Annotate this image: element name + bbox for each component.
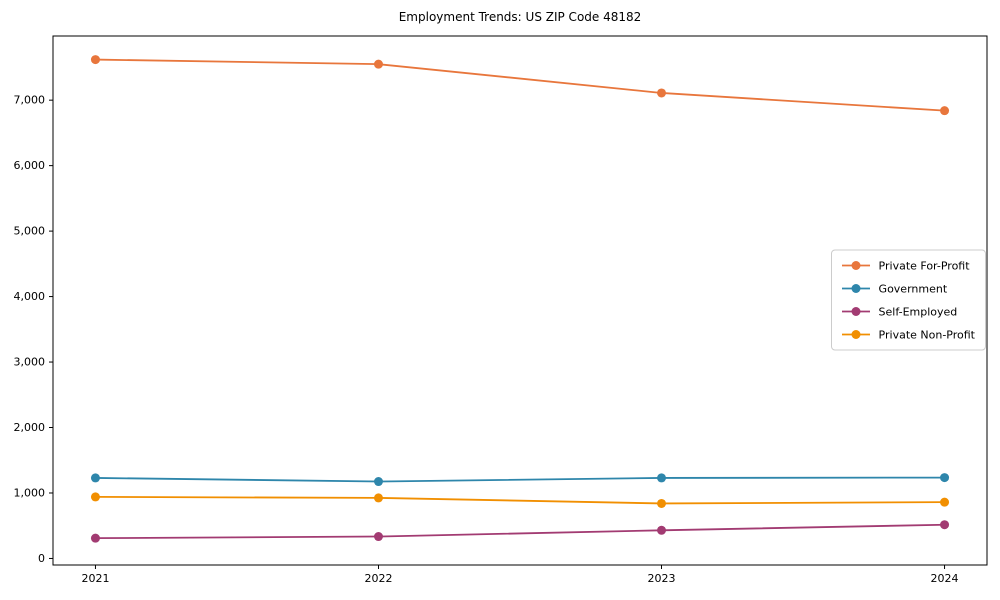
- x-axis-tick-label: 2022: [364, 572, 392, 585]
- data-point-marker: [940, 473, 950, 483]
- data-point-marker: [940, 497, 950, 507]
- legend-item: Government: [841, 281, 975, 297]
- data-point-marker: [90, 55, 100, 65]
- legend-item: Private For-Profit: [841, 258, 975, 274]
- data-point-marker: [373, 493, 383, 503]
- series-line: [95, 496, 945, 505]
- chart-legend: Private For-Profit Government Self-Employe…: [830, 249, 986, 351]
- legend-label: Private Non-Profit: [878, 328, 975, 341]
- x-axis-tick-label: 2021: [81, 572, 109, 585]
- data-point-marker: [373, 59, 383, 69]
- legend-item: Private Non-Profit: [841, 327, 975, 343]
- y-axis-tick-label: 4,000: [14, 290, 46, 303]
- data-point-marker: [657, 498, 667, 508]
- y-axis-tick-label: 1,000: [14, 486, 46, 499]
- data-point-marker: [373, 532, 383, 542]
- x-axis-tick-label: 2024: [931, 572, 959, 585]
- legend-label: Private For-Profit: [878, 259, 970, 272]
- y-axis-tick-label: 7,000: [14, 94, 46, 107]
- y-axis-tick-label: 6,000: [14, 159, 46, 172]
- data-point-marker: [373, 477, 383, 487]
- data-point-marker: [657, 88, 667, 98]
- y-axis-tick-label: 3,000: [14, 356, 46, 369]
- legend-label: Government: [878, 282, 948, 295]
- series-line: [95, 476, 945, 483]
- legend-swatch: [841, 330, 870, 339]
- y-axis-tick-label: 5,000: [14, 225, 46, 238]
- data-point-marker: [90, 473, 100, 483]
- legend-swatch: [841, 284, 870, 293]
- legend-item: Self-Employed: [841, 304, 975, 320]
- legend-swatch: [841, 307, 870, 316]
- legend-swatch: [841, 261, 870, 270]
- y-axis-tick-label: 2,000: [14, 421, 46, 434]
- chart-title: Employment Trends: US ZIP Code 48182: [398, 10, 642, 24]
- series-line: [95, 523, 945, 540]
- data-point-marker: [940, 106, 950, 116]
- data-point-marker: [940, 520, 950, 530]
- x-axis-tick-label: 2023: [648, 572, 676, 585]
- data-point-marker: [657, 525, 667, 535]
- data-point-marker: [90, 492, 100, 502]
- data-point-marker: [657, 473, 667, 483]
- plot-border: [52, 35, 988, 566]
- data-point-marker: [90, 533, 100, 543]
- legend-label: Self-Employed: [878, 305, 958, 318]
- y-axis-tick-label: 0: [38, 552, 45, 565]
- series-line: [95, 58, 945, 112]
